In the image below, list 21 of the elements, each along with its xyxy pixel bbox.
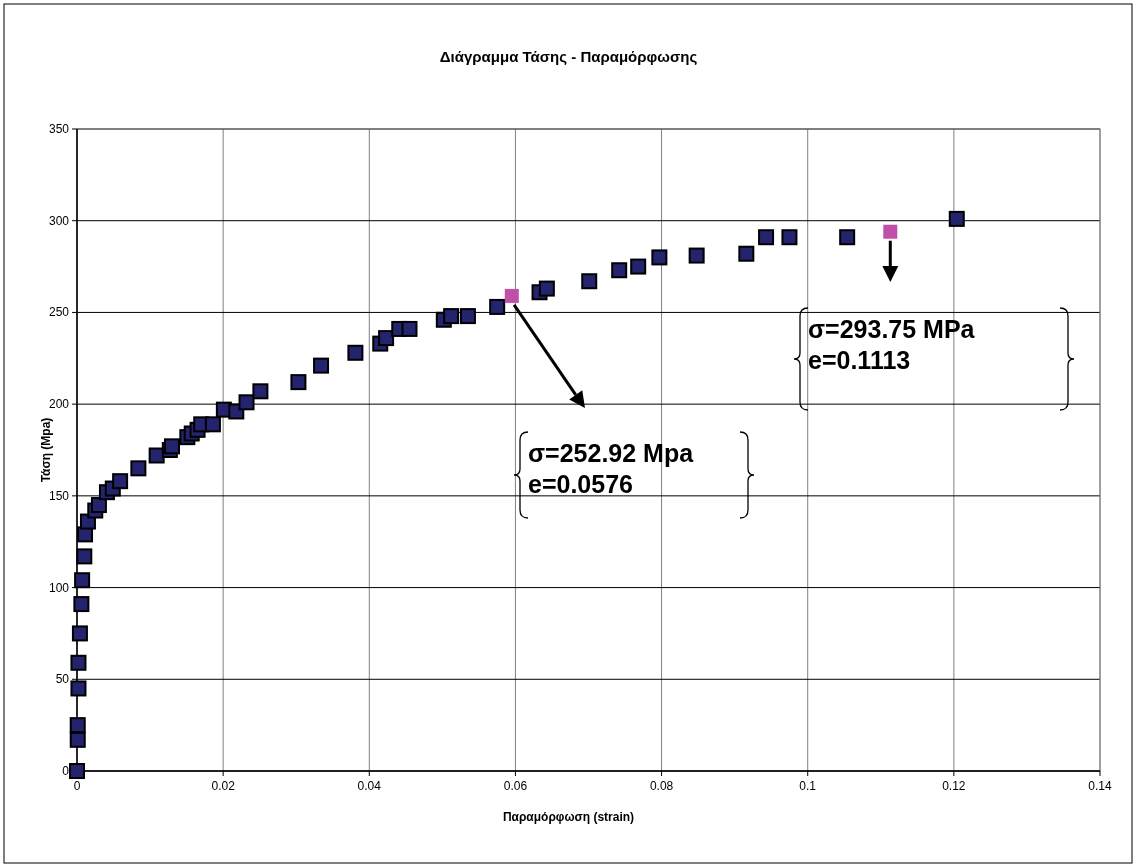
y-tick-label: 350 — [48, 122, 70, 136]
annotation: σ=293.75 MPa e=0.1113 — [808, 315, 976, 374]
x-tick-label: 0.04 — [357, 779, 382, 793]
x-tick-label: 0.02 — [211, 779, 236, 793]
y-tick-label: 200 — [48, 397, 70, 412]
y-tick-label: 50 — [55, 672, 70, 687]
y-tick-label: 300 — [48, 213, 70, 228]
y-tick-label: 100 — [48, 580, 70, 595]
x-tick-label: 0.08 — [649, 779, 674, 793]
x-tick-label: 0.06 — [503, 779, 528, 793]
y-tick-label: 150 — [48, 488, 70, 503]
y-tick-label: 0 — [62, 764, 70, 778]
chart-title: Διάγραμμα Τάσης - Παραμόρφωσης — [439, 48, 698, 65]
y-axis-title: Τάση (Mpa) — [39, 417, 53, 483]
annotation: σ=252.92 Mpa e=0.0576 — [528, 439, 695, 498]
y-tick-label: 250 — [48, 305, 70, 320]
x-tick-label: 0.12 — [942, 779, 966, 793]
x-tick-label: 0 — [73, 779, 81, 793]
x-tick-label: 0.1 — [799, 779, 817, 793]
x-tick-label: 0.14 — [1088, 779, 1112, 793]
x-axis-title: Παραμόρφωση (strain) — [502, 810, 635, 824]
